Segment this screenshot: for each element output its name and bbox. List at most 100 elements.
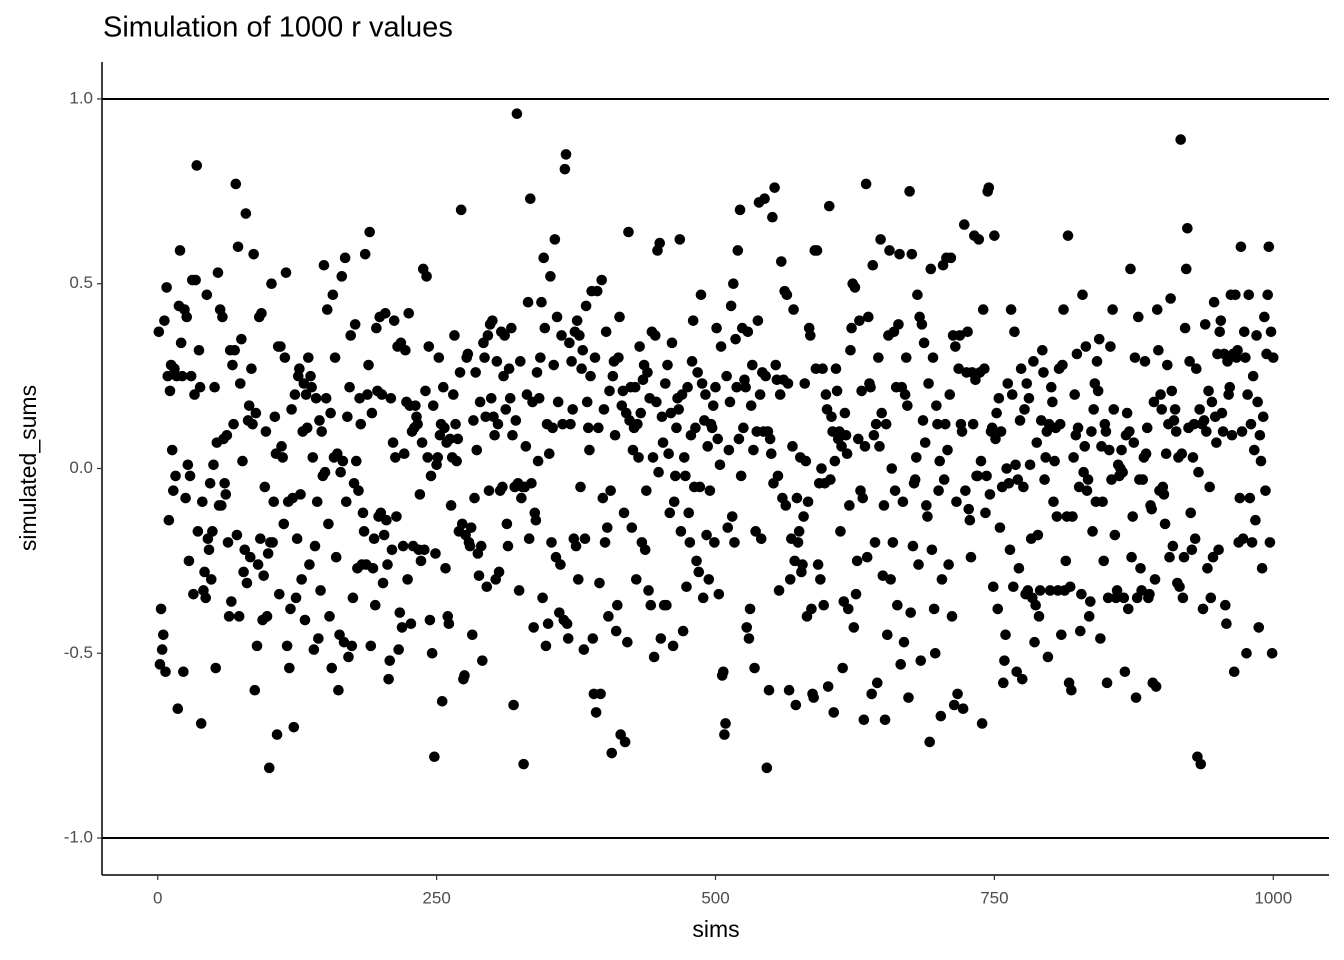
point <box>197 496 208 508</box>
point <box>518 758 529 770</box>
point <box>471 444 483 456</box>
point <box>220 489 232 500</box>
point <box>873 352 884 363</box>
point <box>577 344 589 356</box>
point <box>850 588 862 600</box>
point <box>593 422 604 434</box>
point <box>538 252 550 264</box>
point <box>355 418 367 430</box>
point <box>306 381 317 393</box>
point <box>760 370 771 382</box>
point <box>1039 474 1050 485</box>
point <box>942 444 953 456</box>
point <box>682 381 693 393</box>
point <box>416 437 428 448</box>
point <box>837 662 848 674</box>
point <box>263 762 275 774</box>
point <box>281 640 293 652</box>
point <box>651 396 662 408</box>
point <box>540 640 552 652</box>
point <box>1149 574 1161 585</box>
point <box>1164 551 1175 563</box>
point <box>597 492 609 504</box>
point <box>1203 385 1214 397</box>
point <box>344 381 355 393</box>
point <box>906 248 918 260</box>
point <box>1266 647 1278 659</box>
point <box>706 422 718 434</box>
point <box>454 367 466 378</box>
point <box>918 337 930 349</box>
point <box>1253 622 1265 633</box>
point <box>193 344 205 356</box>
point <box>599 537 611 548</box>
point <box>632 418 643 430</box>
point <box>162 370 174 382</box>
point <box>444 433 456 445</box>
point <box>1168 415 1180 426</box>
point <box>345 330 357 341</box>
point <box>851 555 863 567</box>
point <box>266 278 277 290</box>
point <box>725 300 737 312</box>
point <box>1102 592 1114 604</box>
point <box>1211 437 1222 448</box>
point <box>900 352 912 363</box>
y-tick-label: -0.5 <box>64 643 93 662</box>
point <box>1126 551 1137 563</box>
point <box>1076 588 1087 600</box>
point <box>1159 518 1171 530</box>
point <box>183 555 195 567</box>
point <box>423 341 435 352</box>
point <box>1135 562 1146 574</box>
point <box>1177 592 1189 604</box>
point <box>876 407 888 419</box>
point <box>1169 404 1181 415</box>
point <box>952 688 963 700</box>
point <box>1032 529 1044 541</box>
point <box>291 533 303 545</box>
point <box>286 404 297 415</box>
point <box>894 248 905 260</box>
point <box>339 252 351 264</box>
point <box>1207 551 1219 563</box>
point <box>826 411 837 423</box>
point <box>1255 455 1267 467</box>
point <box>831 385 843 397</box>
point <box>516 492 527 504</box>
point <box>1083 611 1095 622</box>
point <box>630 574 642 585</box>
point <box>1051 511 1063 522</box>
point <box>536 296 547 308</box>
point <box>733 433 745 445</box>
point <box>1195 758 1207 770</box>
point <box>596 274 608 286</box>
point <box>223 611 235 622</box>
point <box>635 407 647 419</box>
point <box>314 415 325 426</box>
point <box>570 540 582 552</box>
point <box>1045 381 1057 393</box>
point <box>420 385 431 397</box>
point <box>168 485 179 496</box>
point <box>276 441 287 452</box>
point <box>589 352 601 363</box>
point <box>382 559 393 570</box>
point <box>1144 588 1155 600</box>
point <box>369 599 381 611</box>
point <box>987 581 999 593</box>
point <box>1199 319 1211 330</box>
point <box>1079 441 1091 452</box>
point <box>278 518 290 530</box>
point <box>606 747 618 759</box>
point <box>304 559 315 570</box>
point <box>381 514 392 526</box>
point <box>792 537 804 548</box>
point <box>1098 555 1110 567</box>
point <box>1216 407 1228 419</box>
point <box>802 496 814 508</box>
point <box>448 389 459 400</box>
point <box>371 322 382 334</box>
point <box>684 537 696 548</box>
point <box>1048 496 1059 508</box>
